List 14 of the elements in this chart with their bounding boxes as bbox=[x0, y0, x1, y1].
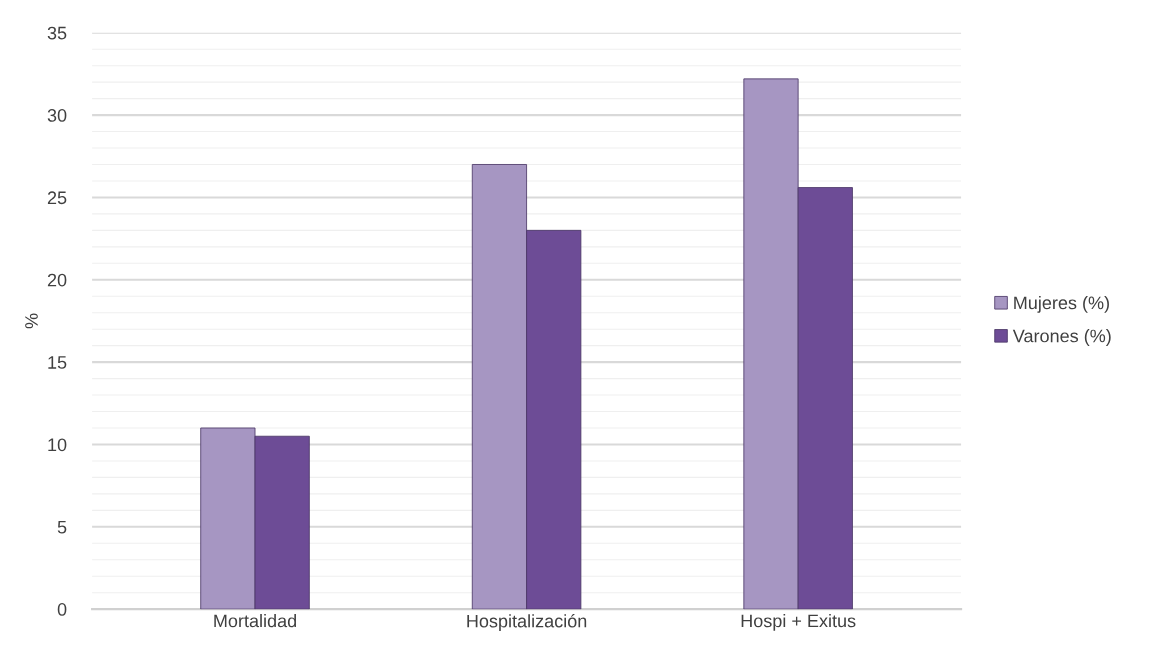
x-tick-label: Hospi + Exitus bbox=[741, 614, 856, 631]
y-tick-label: 0 bbox=[57, 603, 67, 616]
y-tick-label: 10 bbox=[48, 438, 67, 452]
y-tick-label: 35 bbox=[47, 26, 67, 40]
legend-label: Varones (%) bbox=[1012, 329, 1111, 346]
y-tick-label: 15 bbox=[48, 356, 67, 369]
y-tick-label: 5 bbox=[57, 520, 67, 534]
x-tick-label: Hospitalización bbox=[467, 614, 587, 632]
y-tick-label: 30 bbox=[47, 109, 67, 122]
y-tick-label: 25 bbox=[47, 191, 67, 205]
x-tick-label: Mortalidad bbox=[214, 614, 297, 628]
legend-label: Mujeres (%) bbox=[1014, 295, 1109, 313]
y-axis-title: % bbox=[25, 313, 38, 329]
y-tick-label: 20 bbox=[47, 273, 67, 287]
